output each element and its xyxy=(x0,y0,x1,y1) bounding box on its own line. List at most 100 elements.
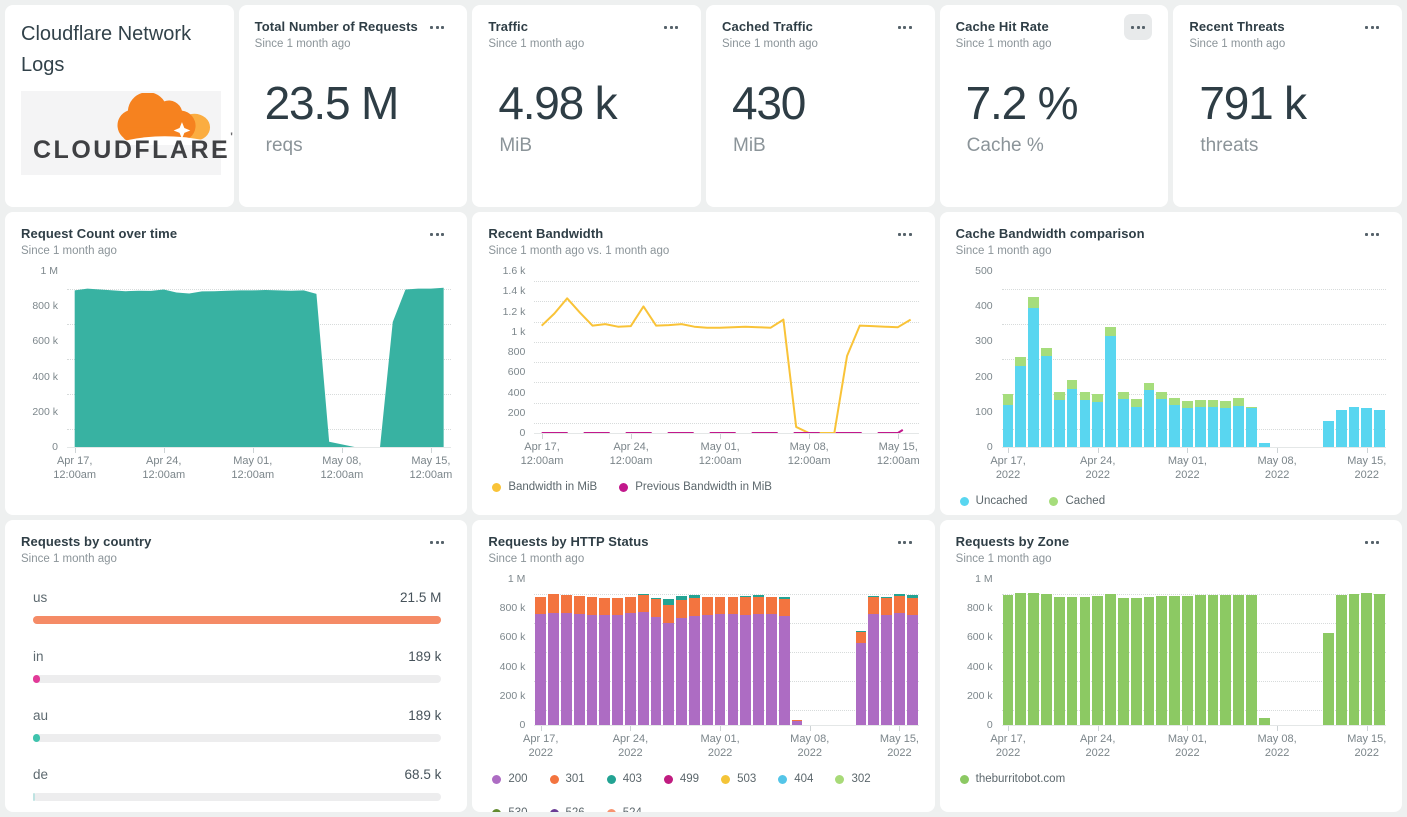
legend-item-530[interactable]: 530 xyxy=(492,807,528,812)
bar xyxy=(1015,357,1027,447)
legend-item-bandwidth-in-mib[interactable]: Bandwidth in MiB xyxy=(492,481,597,493)
more-menu-button[interactable] xyxy=(891,17,919,37)
bar-segment xyxy=(1130,399,1142,408)
y-axis-label: 0 xyxy=(519,719,526,731)
gridline xyxy=(534,362,919,364)
bar xyxy=(1092,394,1104,447)
legend-item-302[interactable]: 302 xyxy=(835,773,871,785)
bar xyxy=(701,596,713,725)
bar-segment xyxy=(1207,400,1219,408)
y-axis-label: 400 xyxy=(975,300,993,313)
gridline xyxy=(534,382,919,384)
more-menu-button[interactable] xyxy=(423,17,451,37)
bar xyxy=(1374,410,1385,447)
bar-segment xyxy=(1156,399,1168,447)
panel-subtitle: Since 1 month ago xyxy=(21,245,117,257)
more-menu-button[interactable] xyxy=(891,532,919,552)
legend-dot xyxy=(663,774,673,784)
y-axis-label: 600 k xyxy=(32,335,58,348)
bar-segment xyxy=(1233,397,1245,407)
x-tick-mark xyxy=(898,434,900,439)
gridline xyxy=(534,652,919,653)
legend-item-200[interactable]: 200 xyxy=(492,773,528,785)
x-tick-mark xyxy=(1277,726,1279,731)
bar-segment xyxy=(1041,348,1052,357)
bar-segment xyxy=(1015,357,1027,367)
more-menu-button[interactable] xyxy=(1124,14,1153,40)
more-menu-button[interactable] xyxy=(423,224,451,244)
legend-dot xyxy=(835,774,845,784)
panel-subtitle: Since 1 month ago xyxy=(955,245,1052,257)
legend-item-499[interactable]: 499 xyxy=(663,773,700,785)
bar-segment xyxy=(1182,400,1193,408)
legend-item-404[interactable]: 404 xyxy=(778,773,813,785)
bar-segment xyxy=(1066,596,1078,725)
gridline xyxy=(534,321,919,323)
legend-item-524[interactable]: 524 xyxy=(606,807,642,812)
bar xyxy=(599,597,611,725)
x-axis-label: May 15, 12:00am xyxy=(409,455,453,481)
more-menu-button[interactable] xyxy=(1358,17,1386,37)
bar-segment xyxy=(650,599,662,617)
bar-segment xyxy=(727,596,739,615)
bar xyxy=(560,595,572,725)
x-axis-label: Apr 24, 2022 xyxy=(1080,455,1116,481)
bar xyxy=(1374,593,1385,725)
stat-subtitle: Since 1 month ago xyxy=(488,38,585,50)
panel-requests-by-zone: Requests by Zone Since 1 month ago 1 M 80… xyxy=(939,520,1402,812)
more-menu-button[interactable] xyxy=(891,224,919,244)
legend-item-503[interactable]: 503 xyxy=(721,773,756,785)
x-tick-mark xyxy=(1097,448,1099,453)
legend-label: 499 xyxy=(679,773,700,785)
gridline xyxy=(1001,359,1386,360)
legend-item-301[interactable]: 301 xyxy=(549,773,585,785)
more-menu-button[interactable] xyxy=(423,532,451,552)
bar-segment xyxy=(1220,407,1232,447)
chart-legend: theburritobot.com xyxy=(959,773,1386,785)
x-axis-label: May 08, 2022 xyxy=(790,733,830,759)
panel-subtitle: Since 1 month ago vs. 1 month ago xyxy=(488,245,670,257)
stat-title: Recent Threats xyxy=(1189,19,1285,34)
y-axis-label: 600 k xyxy=(966,631,993,644)
bar xyxy=(1105,327,1116,447)
legend-label: 403 xyxy=(622,773,642,785)
legend-item-previous-bandwidth-in-mib[interactable]: Previous Bandwidth in MiB xyxy=(619,481,772,493)
y-axis-label: 600 xyxy=(507,366,526,379)
y-axis-label: 1.2 k xyxy=(502,305,526,318)
bar-segment xyxy=(1258,442,1270,447)
chart-area: 1 M 800 k 600 k 400 k 200 k 0 xyxy=(488,573,919,731)
bar xyxy=(906,595,918,725)
cloudflare-wordmark: CLOUDFLARE' xyxy=(33,131,234,165)
chart-legend: Uncached Cached xyxy=(959,495,1386,507)
x-axis-label: May 15, 2022 xyxy=(1347,455,1387,481)
y-axis-label: 300 xyxy=(975,335,993,348)
bar-segment xyxy=(906,597,918,615)
x-tick-mark xyxy=(1008,726,1010,731)
more-menu-button[interactable] xyxy=(1358,224,1386,244)
bar xyxy=(612,597,623,725)
legend-item-403[interactable]: 403 xyxy=(606,773,642,785)
legend-item-theburritobot-com[interactable]: theburritobot.com xyxy=(959,773,1065,785)
bar-segment xyxy=(1015,592,1027,725)
plot-area xyxy=(534,271,919,439)
legend-item-526[interactable]: 526 xyxy=(549,807,585,812)
bar xyxy=(1361,408,1373,447)
bar-segment xyxy=(1028,297,1040,308)
stat-title: Traffic xyxy=(488,19,529,34)
bar-segment xyxy=(612,597,623,615)
x-axis-label: Apr 17, 12:00am xyxy=(53,455,97,481)
panel-title: Recent Bandwidth xyxy=(488,226,604,241)
legend-item-cached[interactable]: Cached xyxy=(1049,495,1105,507)
x-axis-label: May 01, 12:00am xyxy=(698,441,742,467)
bar xyxy=(1143,382,1155,447)
bar-segment xyxy=(625,613,636,725)
y-axis: 1 M 800 k 600 k 400 k 200 k 0 xyxy=(956,573,1002,731)
x-tick-mark xyxy=(1366,726,1368,731)
more-menu-button[interactable] xyxy=(657,17,685,37)
more-menu-button[interactable] xyxy=(1358,532,1386,552)
bar-segment xyxy=(881,614,892,725)
stat-subtitle: Since 1 month ago xyxy=(955,38,1052,50)
legend-item-uncached[interactable]: Uncached xyxy=(959,495,1027,507)
panel-title: Requests by HTTP Status xyxy=(488,534,649,549)
